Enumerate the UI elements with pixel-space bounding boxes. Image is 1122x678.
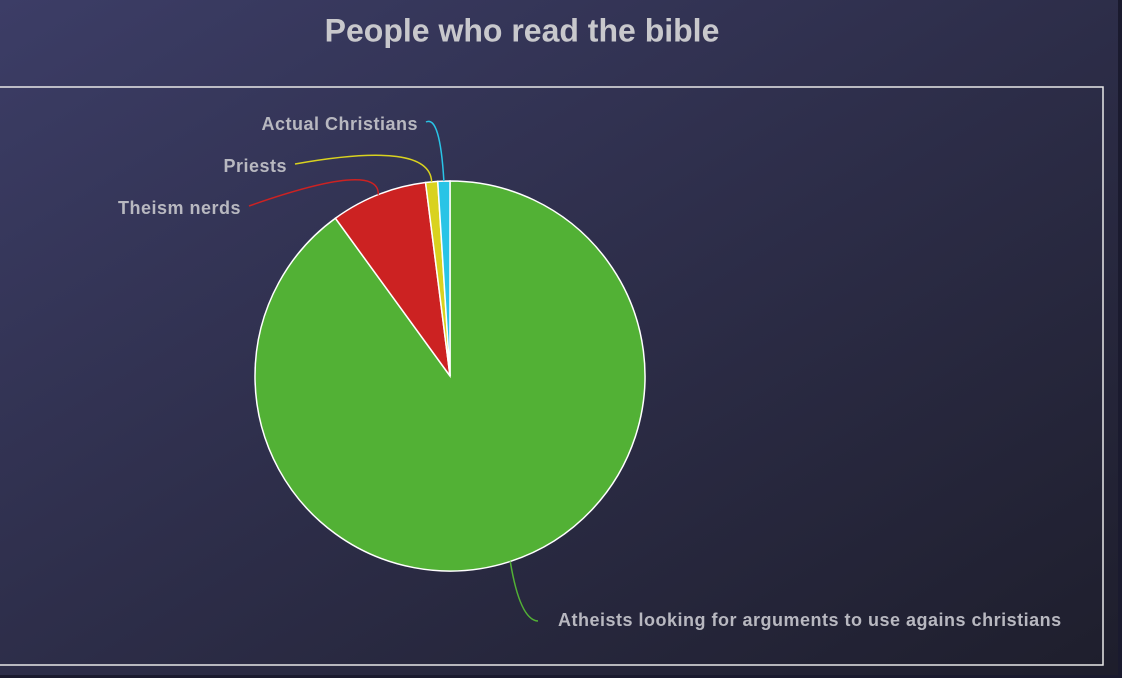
plot-border	[0, 86, 1104, 666]
connector	[509, 561, 539, 622]
connector	[248, 179, 379, 207]
pie-slice	[334, 181, 451, 377]
pie: Atheists looking for arguments to use ag…	[118, 114, 1062, 630]
data-label: Atheists looking for arguments to use ag…	[558, 610, 1062, 630]
pie-slice	[436, 180, 451, 377]
chart-title: People who read the bible	[325, 12, 720, 48]
data-label: Actual Christians	[261, 114, 418, 134]
data-label: Priests	[223, 156, 287, 176]
connector	[425, 120, 445, 182]
data-label: Theism nerds	[118, 198, 241, 218]
connector	[294, 154, 433, 182]
